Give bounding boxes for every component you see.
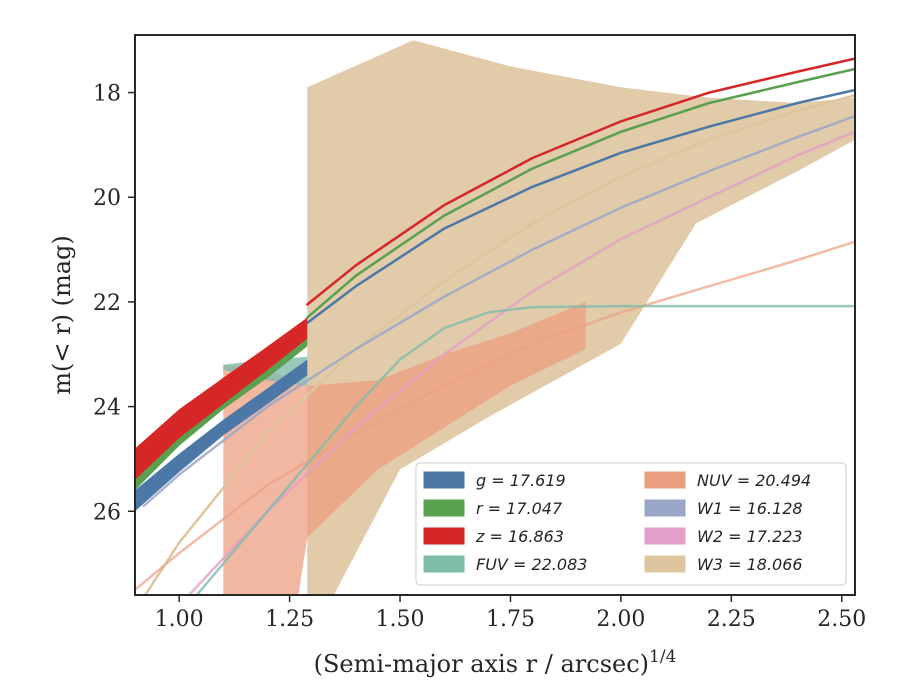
- legend-box: [415, 462, 847, 586]
- series-g-band: [135, 359, 308, 512]
- y-axis: 18 20 22 24 26: [93, 82, 135, 525]
- y-tick-label: 22: [93, 291, 121, 316]
- y-tick-label: 18: [93, 82, 121, 107]
- legend-label: W2 = 17.223: [697, 527, 803, 546]
- legend-swatch: [644, 527, 686, 545]
- legend-swatch: [644, 471, 686, 489]
- legend-label: W1 = 16.128: [697, 499, 803, 518]
- legend-label: g = 17.619: [476, 471, 566, 490]
- x-axis: 1.00 1.25 1.50 1.75 2.00 2.25 2.50: [155, 595, 866, 632]
- plot-frame: [134, 34, 856, 596]
- series-g-line: [306, 88, 855, 325]
- legend-label: W3 = 18.066: [697, 555, 803, 574]
- series-nuv-line: [135, 240, 855, 592]
- legend-swatch: [423, 527, 465, 545]
- legend-label: r = 17.047: [476, 499, 563, 518]
- series-w3-line: [143, 93, 855, 595]
- x-tick-label: 1.75: [486, 607, 535, 632]
- y-tick-label: 26: [93, 500, 121, 525]
- y-tick-label: 24: [93, 396, 121, 421]
- y-tick-label: 20: [93, 186, 121, 211]
- x-axis-label: (Semi-major axis r / arcsec)1/4: [314, 647, 677, 678]
- x-tick-label: 1.00: [155, 607, 204, 632]
- series-r-line: [306, 67, 855, 319]
- legend-swatch: [644, 555, 686, 573]
- series-w1-line: [142, 114, 855, 508]
- y-axis-label: m(< r) (mag): [48, 235, 76, 394]
- series-layer: [135, 40, 855, 595]
- series-fuv-line: [195, 304, 855, 595]
- x-tick-label: 2.50: [817, 607, 866, 632]
- series-z-band: [135, 317, 308, 480]
- x-tick-label: 1.50: [376, 607, 425, 632]
- legend-label: NUV = 20.494: [697, 471, 811, 490]
- legend: g = 17.619 NUV = 20.494 r = 17.047 W1 = 16.…: [415, 462, 847, 586]
- legend-swatch: [644, 499, 686, 517]
- series-w2-line: [187, 130, 855, 595]
- x-tick-label: 1.25: [265, 607, 314, 632]
- legend-label: z = 16.863: [475, 527, 564, 546]
- x-tick-label: 2.25: [707, 607, 756, 632]
- x-tick-label: 2.00: [596, 607, 645, 632]
- series-nuv-band: [223, 301, 586, 595]
- legend-swatch: [423, 471, 465, 489]
- legend-swatch: [423, 555, 465, 573]
- series-z-line: [306, 57, 855, 306]
- legend-swatch: [423, 499, 465, 517]
- x-axis-label-exponent: 1/4: [649, 647, 676, 667]
- legend-label: FUV = 22.083: [476, 555, 587, 574]
